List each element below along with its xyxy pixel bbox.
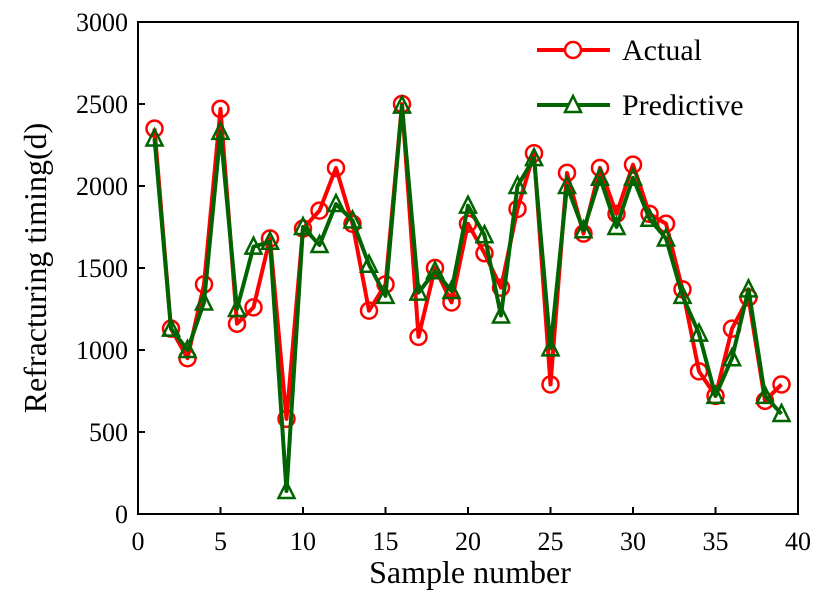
data-point-predictive (358, 252, 380, 273)
data-point-predictive (754, 384, 776, 405)
y-tick-label: 2500 (76, 90, 128, 119)
data-point-predictive (309, 233, 330, 254)
data-point-predictive (259, 229, 281, 251)
data-point-predictive (342, 208, 363, 229)
series-layer (144, 93, 792, 500)
y-axis-title: Refracturing timing(d) (17, 123, 53, 414)
data-point-predictive (226, 297, 248, 318)
legend-marker-actual (563, 40, 583, 60)
series-actual (145, 94, 791, 429)
data-point-actual (557, 163, 577, 183)
data-point-predictive (705, 384, 726, 405)
data-point-predictive (375, 284, 396, 305)
data-point-predictive (589, 166, 611, 187)
legend-label-predictive: Predictive (622, 89, 744, 122)
data-point-predictive (441, 279, 462, 300)
series-line-predictive (152, 103, 783, 494)
data-point-predictive (292, 215, 314, 236)
data-point-predictive (573, 218, 594, 239)
data-point-predictive (424, 259, 446, 280)
data-point-actual (491, 278, 511, 297)
y-tick-label: 1000 (76, 336, 128, 365)
data-point-predictive (325, 192, 347, 213)
x-tick-label: 0 (132, 527, 145, 556)
data-point-actual (211, 99, 230, 119)
x-tick-label: 35 (703, 527, 729, 556)
x-tick-label: 5 (214, 527, 227, 556)
data-point-actual (145, 119, 164, 138)
x-tick-label: 10 (290, 527, 316, 556)
y-tick-label: 0 (115, 500, 128, 529)
data-point-predictive (738, 277, 759, 298)
x-tick-label: 20 (455, 527, 481, 556)
data-point-predictive (474, 223, 495, 244)
data-point-actual (623, 155, 643, 174)
data-point-actual (541, 375, 560, 394)
data-point-predictive (721, 346, 743, 367)
y-tick-label: 3000 (76, 8, 128, 37)
data-point-predictive (276, 479, 297, 500)
data-point-actual (326, 158, 346, 178)
data-point-actual (475, 243, 494, 263)
legend-label-actual: Actual (622, 34, 702, 67)
data-point-predictive (540, 336, 561, 357)
series-line-actual (152, 102, 783, 421)
data-point-actual (442, 293, 461, 312)
data-point-predictive (490, 303, 512, 324)
data-point-predictive (639, 207, 660, 228)
data-point-actual (244, 298, 263, 317)
data-point-predictive (457, 193, 479, 214)
y-tick-label: 500 (89, 418, 128, 447)
data-point-predictive (210, 120, 231, 141)
data-point-predictive (556, 174, 578, 195)
legend: Actual Predictive (537, 34, 744, 122)
data-point-predictive (408, 280, 429, 301)
data-point-actual (359, 301, 379, 320)
series-predictive (144, 93, 792, 500)
data-point-predictive (177, 338, 198, 359)
data-point-predictive (507, 174, 528, 195)
y-tick-label: 2000 (76, 172, 128, 201)
data-point-predictive (622, 166, 644, 187)
y-axis-ticks: 0 500 1000 1500 2000 2500 3000 (76, 8, 145, 529)
data-point-predictive (771, 402, 792, 423)
data-point-predictive (606, 215, 627, 236)
data-point-predictive (193, 290, 215, 311)
x-tick-label: 25 (538, 527, 564, 556)
data-point-predictive (243, 234, 264, 255)
data-point-predictive (391, 93, 413, 114)
x-axis-ticks: 0 5 10 15 20 25 30 35 40 (132, 507, 811, 556)
data-point-actual (277, 409, 296, 429)
x-tick-label: 30 (620, 527, 646, 556)
data-point-predictive (144, 126, 165, 147)
data-point-predictive (688, 321, 710, 342)
data-point-actual (772, 375, 791, 394)
y-tick-label: 1500 (76, 254, 128, 283)
data-point-predictive (160, 316, 182, 337)
data-point-actual (409, 327, 428, 347)
legend-marker-predictive (562, 93, 584, 114)
x-axis-title: Sample number (369, 554, 571, 590)
x-tick-label: 15 (373, 527, 399, 556)
data-point-actual (343, 214, 362, 233)
data-point-predictive (523, 146, 545, 167)
x-tick-label: 40 (785, 527, 811, 556)
data-point-predictive (655, 226, 677, 247)
data-point-predictive (672, 284, 693, 305)
